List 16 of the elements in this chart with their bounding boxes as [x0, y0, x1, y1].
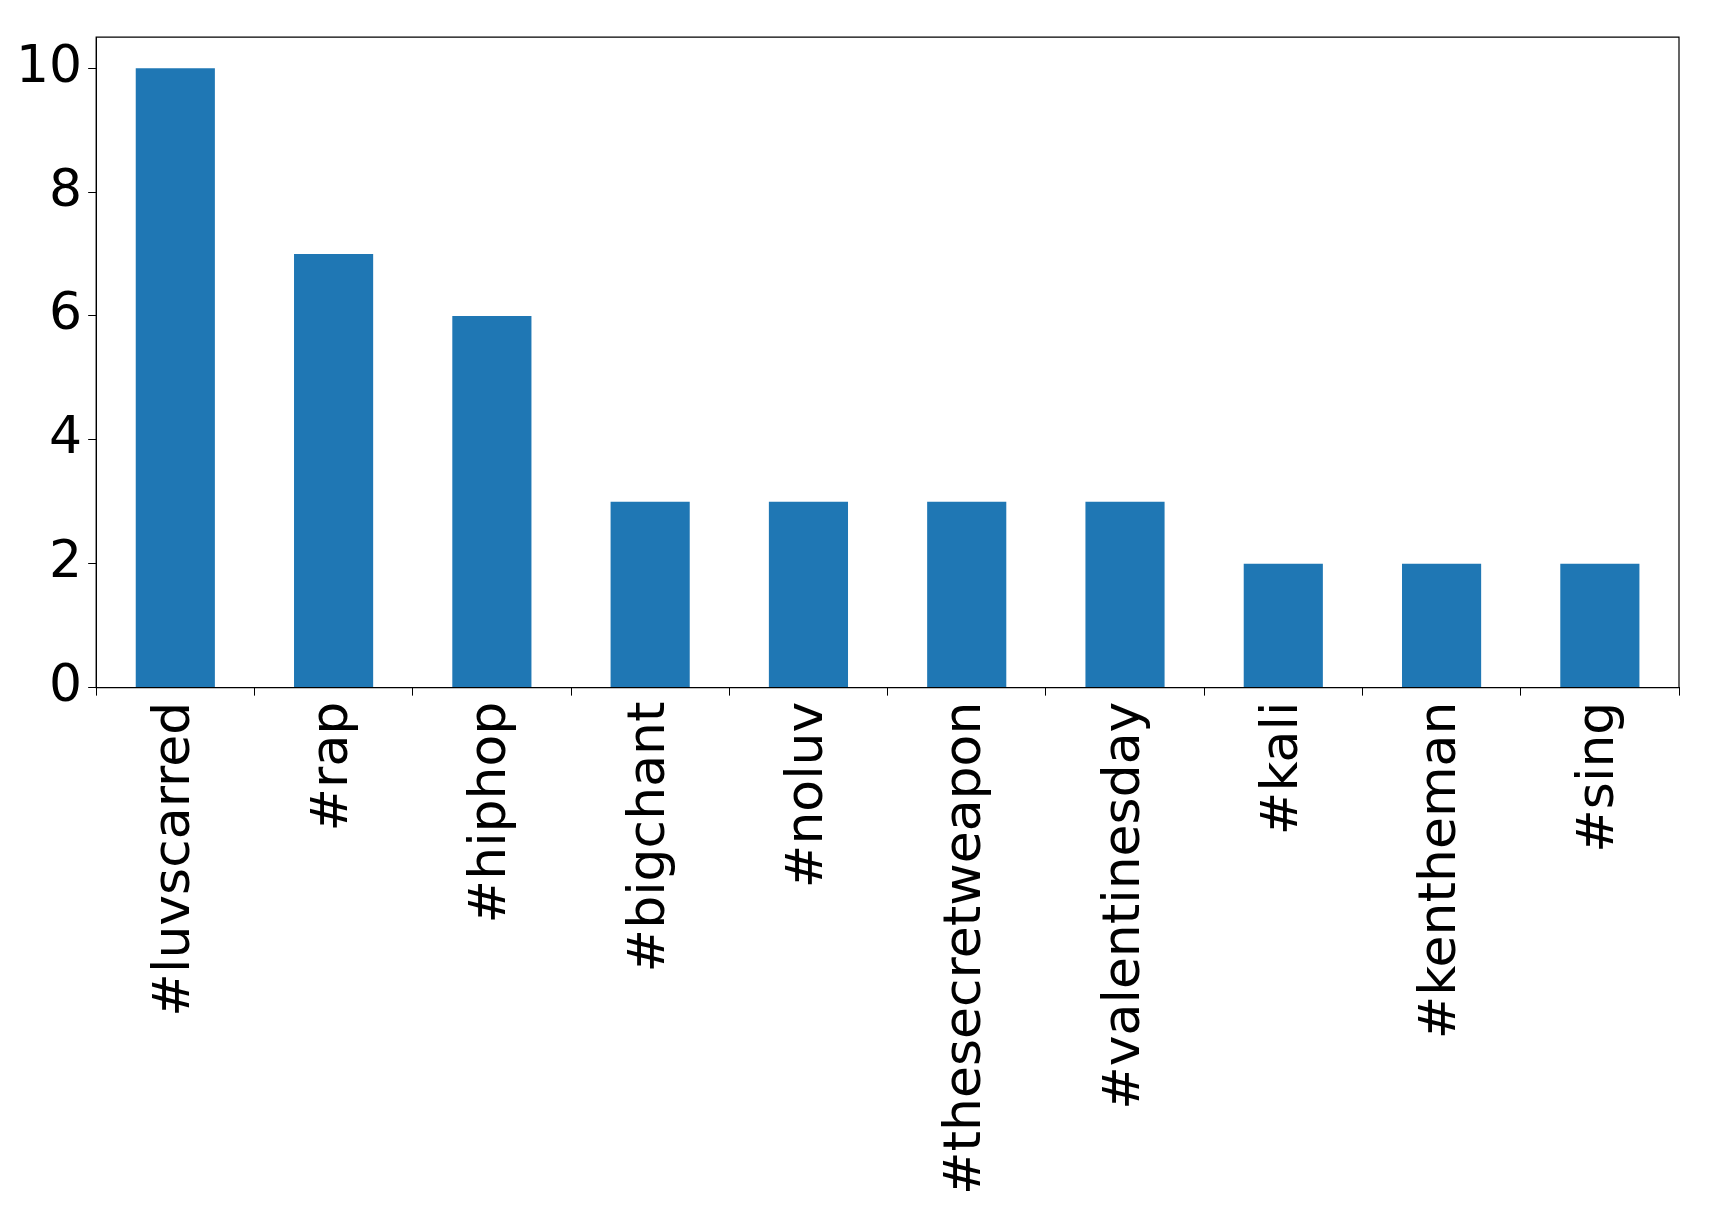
y-tick-label: 2	[49, 529, 83, 590]
x-tick-label: #kentheman	[1407, 701, 1468, 1040]
y-tick-label: 8	[49, 157, 83, 218]
x-tick-label: #thesecretweapon	[932, 701, 993, 1196]
x-tick-label: #hiphop	[457, 701, 518, 924]
x-tick-label: #luvscarred	[140, 701, 201, 1017]
x-tick-label: #bigchant	[615, 701, 676, 973]
y-tick-label: 10	[16, 33, 83, 94]
x-tick-label: #kali	[1248, 701, 1309, 836]
x-tick-label: #sing	[1565, 701, 1626, 853]
x-tick-label: #valentinesday	[1090, 701, 1151, 1110]
y-tick-label: 4	[49, 405, 83, 466]
y-tick-label: 0	[49, 653, 83, 714]
y-tick-label: 6	[49, 281, 83, 342]
x-tick-label: #noluv	[773, 701, 834, 889]
x-tick-label: #rap	[299, 701, 360, 832]
